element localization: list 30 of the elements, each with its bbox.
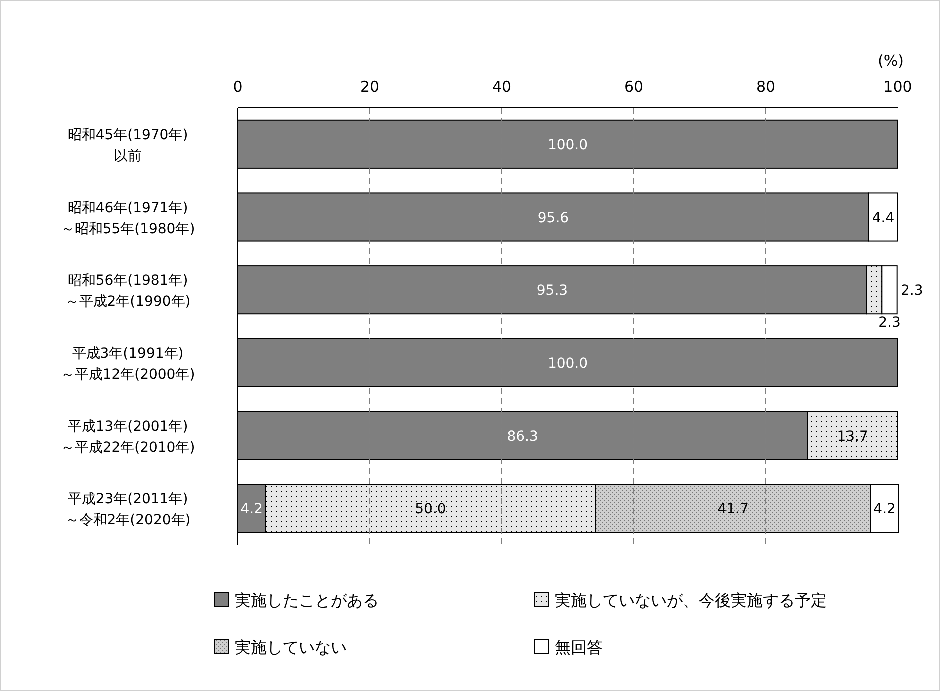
data-label: 2.3 [901, 283, 924, 300]
data-label: 100.0 [548, 356, 588, 372]
data-label: 2.3 [878, 315, 901, 332]
x-tick-label: 0 [233, 78, 243, 96]
y-tick-label: 平成13年(2001年)～平成22年(2010年) [60, 418, 196, 456]
x-tick-label: 40 [492, 78, 512, 96]
y-tick-label: 平成23年(2011年)～令和2年(2020年) [65, 492, 191, 529]
legend-label: 実施していない [235, 638, 347, 657]
data-label: 86.3 [507, 428, 538, 445]
data-label: 100.0 [548, 137, 588, 154]
bar [870, 484, 900, 534]
data-label: 4.4 [872, 210, 895, 226]
y-tick-label: 昭和45年(1970年)以前 [68, 127, 188, 164]
data-label: 4.2 [240, 502, 263, 518]
data-label: 95.3 [536, 283, 568, 300]
data-label: 4.2 [874, 502, 896, 518]
x-axis-title: (%) [878, 52, 904, 70]
data-label: 95.6 [538, 210, 570, 226]
legend-label: 実施していないが、今後実施する予定 [555, 591, 827, 610]
x-tick-label: 100 [884, 78, 912, 96]
y-tick-label: 昭和46年(1971年)～昭和55年(1980年) [60, 200, 196, 238]
legend-label: 無回答 [555, 638, 603, 657]
data-label: 41.7 [718, 502, 749, 518]
x-tick-label: 20 [360, 78, 380, 96]
x-tick-label: 80 [756, 78, 776, 96]
y-tick-label: 平成3年(1991年)～平成12年(2000年) [60, 346, 196, 383]
y-tick-label: 昭和56年(1981年)～平成2年(1990年) [65, 273, 191, 310]
x-tick-label: 60 [624, 78, 644, 96]
legend-label: 実施したことがある [235, 591, 379, 610]
data-label: 50.0 [415, 502, 446, 518]
